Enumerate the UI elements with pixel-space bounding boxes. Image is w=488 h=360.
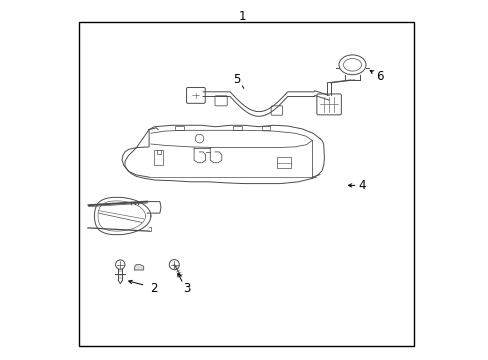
Bar <box>261 126 270 130</box>
FancyBboxPatch shape <box>316 94 341 115</box>
Text: 6: 6 <box>375 70 383 83</box>
FancyBboxPatch shape <box>215 96 227 106</box>
Text: 5: 5 <box>232 73 240 86</box>
Circle shape <box>169 260 179 270</box>
Text: 2: 2 <box>149 282 157 295</box>
Ellipse shape <box>343 59 361 71</box>
Bar <box>276 157 291 168</box>
Polygon shape <box>134 265 143 270</box>
Text: 3: 3 <box>183 282 190 294</box>
Circle shape <box>115 260 125 269</box>
FancyBboxPatch shape <box>186 87 205 103</box>
Circle shape <box>195 134 203 143</box>
Bar <box>157 150 161 154</box>
Text: 4: 4 <box>358 179 366 192</box>
Ellipse shape <box>338 55 365 75</box>
Bar <box>153 150 163 165</box>
Bar <box>175 126 183 130</box>
FancyBboxPatch shape <box>270 106 282 115</box>
Bar <box>232 126 241 130</box>
Text: 1: 1 <box>239 10 246 23</box>
